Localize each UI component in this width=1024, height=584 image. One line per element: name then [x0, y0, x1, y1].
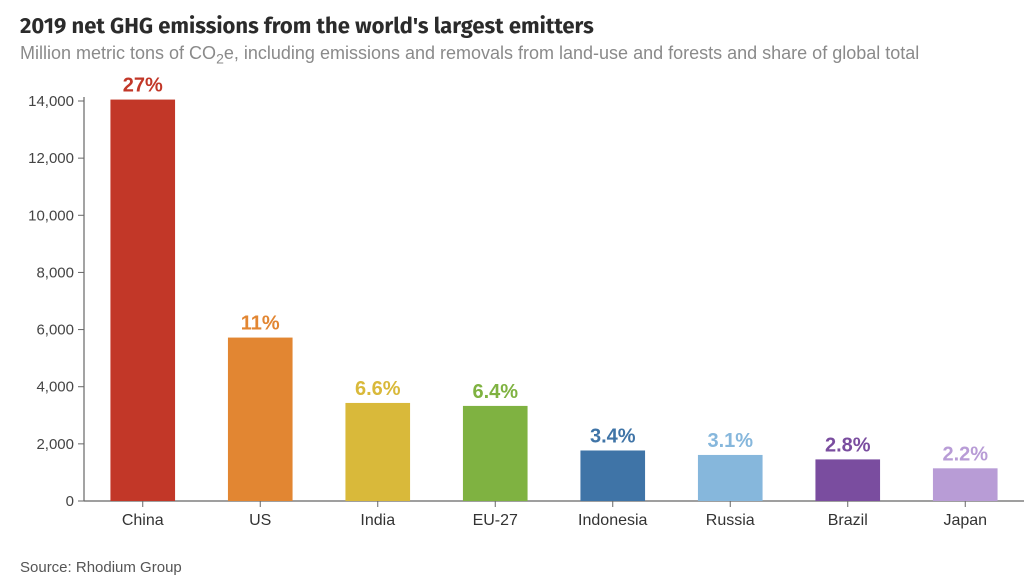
x-tick-label: US: [249, 512, 271, 529]
subtitle-sub: 2: [216, 50, 224, 66]
bar-india: [345, 403, 410, 501]
subtitle-post: e, including emissions and removals from…: [224, 43, 919, 63]
bar-label: 2.2%: [942, 444, 988, 466]
bar-japan: [933, 469, 998, 502]
bar-label: 3.4%: [590, 426, 636, 448]
chart-area: 0 2,000 4,000 6,000 8,000 10,000 12,000 14,000 2…: [20, 77, 1004, 553]
x-tick-label: China: [122, 512, 164, 529]
y-tick-label: 12,000: [28, 150, 74, 167]
subtitle-pre: Million metric tons of CO: [20, 43, 216, 63]
x-tick-label: India: [360, 512, 395, 529]
bar-us: [228, 338, 293, 501]
y-axis: 0 2,000 4,000 6,000 8,000 10,000 12,000 14,000: [28, 93, 84, 510]
bars-group: 27% China 11% US 6.6% India 6.4% EU-27 3.4% Indon…: [110, 77, 997, 529]
bar-label: 27%: [123, 77, 163, 97]
y-tick-label: 14,000: [28, 93, 74, 110]
bar-russia: [698, 455, 763, 501]
x-tick-label: Russia: [706, 512, 755, 529]
bar-eu-27: [463, 406, 528, 501]
bar-label: 3.1%: [707, 430, 753, 452]
y-tick-label: 8,000: [36, 265, 74, 282]
bar-label: 2.8%: [825, 435, 871, 457]
bar-brazil: [815, 460, 880, 502]
chart-subtitle: Million metric tons of CO2e, including e…: [20, 42, 1004, 68]
y-tick-label: 2,000: [36, 436, 74, 453]
bar-label: 6.6%: [355, 378, 401, 400]
x-tick-label: Indonesia: [578, 512, 647, 529]
y-tick-label: 10,000: [28, 208, 74, 225]
y-tick-label: 4,000: [36, 379, 74, 396]
bar-label: 6.4%: [472, 381, 518, 403]
x-tick-label: Japan: [943, 512, 987, 529]
y-tick-label: 0: [66, 493, 74, 510]
x-tick-label: EU-27: [473, 512, 518, 529]
chart-title: 2019 net GHG emissions from the world's …: [20, 12, 1004, 40]
bar-china: [110, 100, 175, 501]
x-tick-label: Brazil: [828, 512, 868, 529]
bar-indonesia: [580, 451, 645, 502]
y-tick-label: 6,000: [36, 322, 74, 339]
bar-chart: 0 2,000 4,000 6,000 8,000 10,000 12,000 14,000 2…: [20, 77, 1024, 541]
chart-source: Source: Rhodium Group: [20, 559, 1004, 576]
bar-label: 11%: [241, 313, 280, 335]
